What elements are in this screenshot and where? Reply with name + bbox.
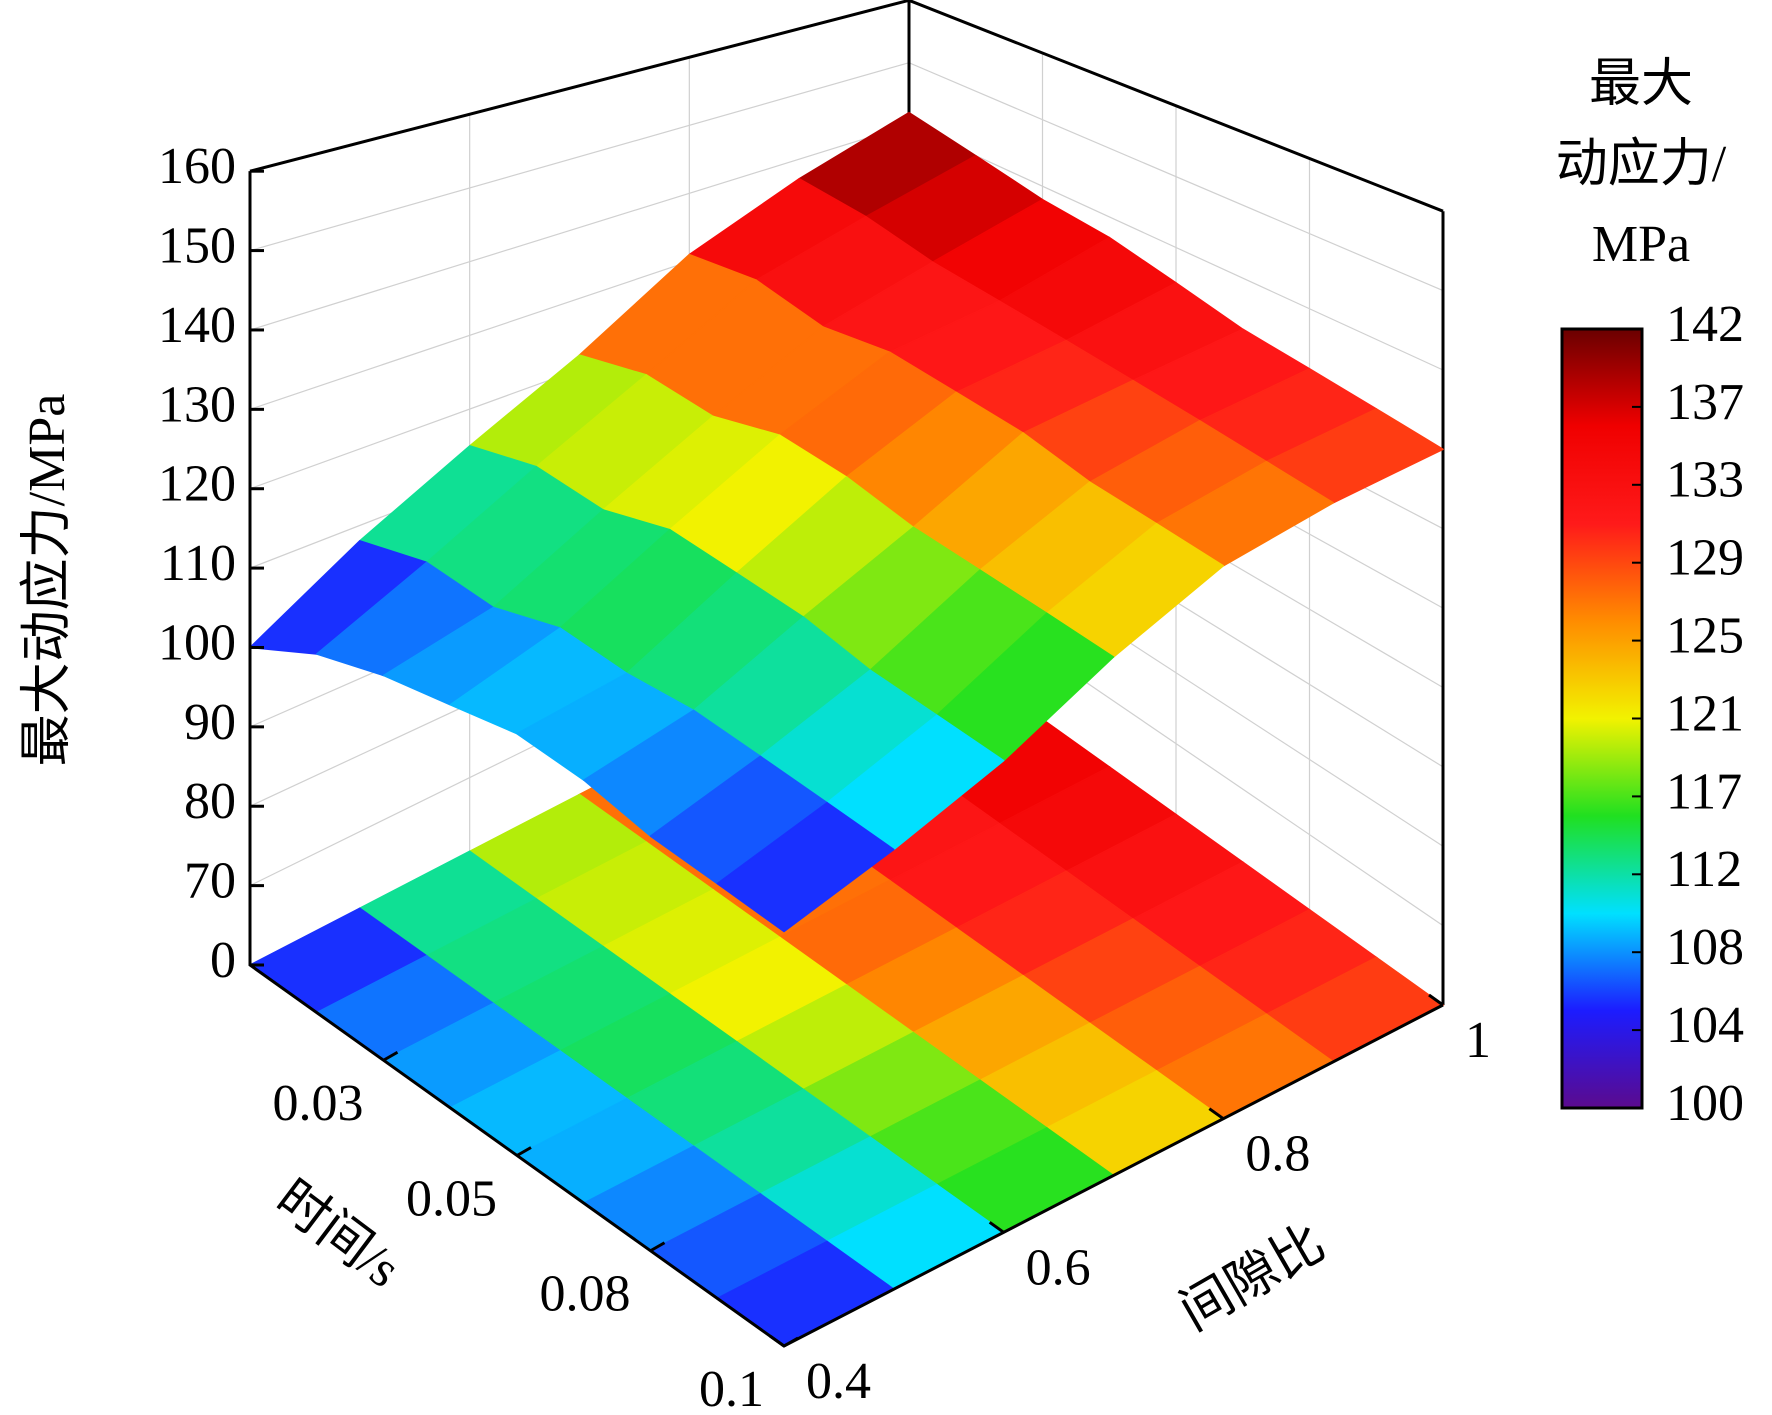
colorbar-tick-label: 133	[1666, 452, 1744, 509]
colorbar-tick-label: 104	[1666, 997, 1744, 1054]
surface-cell	[716, 801, 895, 933]
colorbar-title: 最大	[1589, 56, 1693, 113]
colorbar-tick-label: 142	[1666, 296, 1744, 353]
z-tick-label: 80	[184, 773, 236, 830]
x-axis-title: 时间/s	[265, 1170, 410, 1299]
colorbar-tick-label: 108	[1666, 919, 1744, 976]
z-tick-label: 140	[158, 297, 236, 354]
y-tick	[1428, 993, 1444, 1007]
z-axis-title: 最大动应力/MPa	[19, 394, 76, 767]
z-tick-label: 100	[158, 614, 236, 671]
x-tick-label: 0.05	[406, 1170, 497, 1227]
x-tick	[382, 1050, 399, 1062]
z-tick-label: 0	[210, 932, 236, 989]
z-tick-label: 150	[158, 218, 236, 275]
y-tick-label: 1	[1465, 1012, 1491, 1069]
colorbar-tick-label: 117	[1666, 763, 1742, 820]
x-tick-label: 0.1	[699, 1361, 764, 1415]
y-tick	[1208, 1107, 1225, 1120]
z-tick-label: 70	[184, 853, 236, 910]
x-tick-label: 0.08	[540, 1266, 631, 1323]
y-tick-label: 0.6	[1026, 1239, 1091, 1296]
y-tick-label: 0.4	[806, 1353, 871, 1410]
colorbar-tick-label: 125	[1666, 608, 1744, 665]
colorbar-tick-label: 112	[1666, 841, 1742, 898]
box-edge	[249, 0, 910, 173]
x-tick	[516, 1146, 532, 1157]
z-tick-label: 120	[158, 456, 236, 513]
y-tick	[769, 1334, 785, 1348]
box-edge	[908, 0, 1444, 213]
x-tick	[783, 1336, 799, 1348]
y-tick	[988, 1221, 1005, 1234]
colorbar-tick-label: 121	[1666, 685, 1744, 742]
z-tick-label: 90	[184, 694, 236, 751]
axes: 0 70 80 90 100 110 120 130 140 150 160 0.03 0.05 0.08…	[158, 138, 1491, 1415]
colorbar-title: MPa	[1592, 216, 1690, 273]
z-tick-label: 160	[158, 138, 236, 195]
z-tick-label: 130	[158, 376, 236, 433]
colorbar-tick-label: 129	[1666, 530, 1744, 587]
colorbar	[1560, 327, 1644, 1110]
y-tick-label: 0.8	[1245, 1126, 1310, 1183]
colorbar-tick-label: 100	[1666, 1075, 1744, 1132]
x-tick-label: 0.03	[273, 1075, 364, 1132]
surface	[249, 111, 1444, 933]
z-tick-label: 110	[160, 535, 236, 592]
y-axis-title: 间隙比	[1171, 1214, 1335, 1341]
colorbar-tick-label: 137	[1666, 374, 1744, 431]
colorbar-title: 动应力/	[1556, 136, 1727, 193]
x-tick	[649, 1241, 666, 1253]
